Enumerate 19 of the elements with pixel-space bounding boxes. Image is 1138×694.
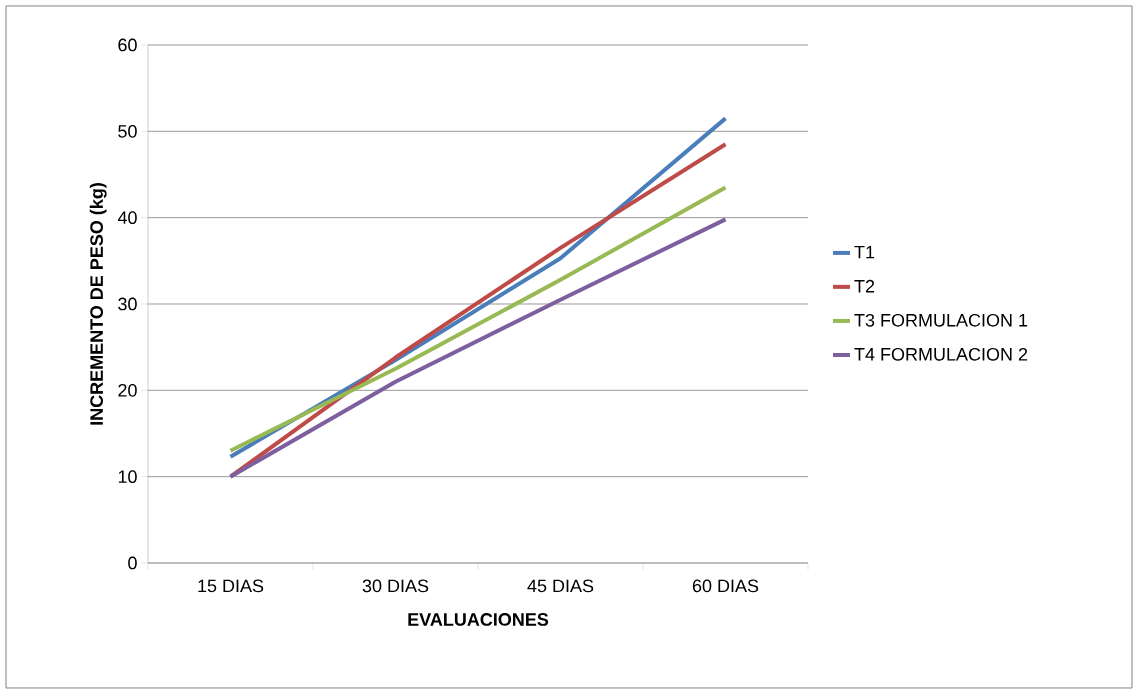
y-tick-label: 30	[118, 297, 137, 311]
line-series	[228, 217, 728, 479]
x-tick-label: 45 DIAS	[527, 579, 594, 593]
y-tick-label: 0	[128, 556, 137, 570]
line-series	[228, 185, 728, 453]
legend-label: T2	[854, 279, 875, 293]
y-axis-title: INCREMENTO DE PESO (kg)	[89, 183, 107, 425]
x-tick-label: 60 DIAS	[692, 579, 759, 593]
legend-label: T3 FORMULACION 1	[854, 313, 1028, 327]
y-tick-label: 40	[117, 211, 137, 225]
y-tick-label: 50	[118, 124, 137, 138]
y-tick-label: 60	[118, 38, 137, 52]
x-tick-label: 30 DIAS	[362, 579, 429, 593]
legend-label: T1	[854, 245, 875, 259]
y-tick-label: 20	[118, 383, 137, 397]
x-axis-title: EVALUACIONES	[408, 613, 549, 626]
legend-label: T4 FORMULACION 2	[854, 347, 1028, 361]
y-tick-label: 10	[118, 470, 137, 484]
x-tick-label: 15 DIAS	[198, 579, 264, 593]
